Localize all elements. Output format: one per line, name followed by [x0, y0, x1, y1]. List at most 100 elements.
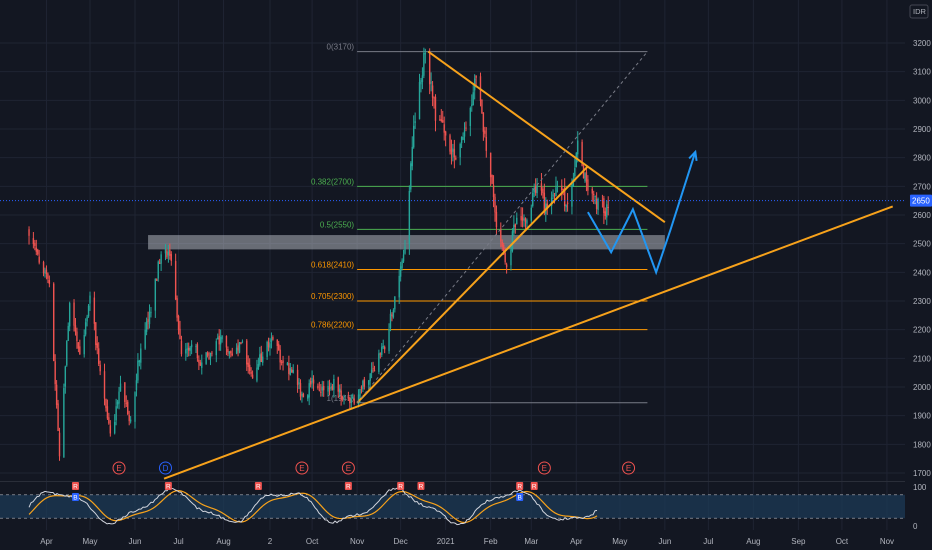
candle: [238, 341, 241, 354]
candle-body: [301, 393, 303, 396]
earnings-marker[interactable]: E: [622, 461, 636, 475]
candle: [513, 215, 515, 237]
time-tick: Aug: [746, 537, 760, 546]
candle-body: [164, 248, 167, 254]
candle: [563, 178, 566, 212]
candle: [221, 335, 223, 343]
trendline-fib-diagonal[interactable]: [356, 51, 648, 404]
candle-body: [593, 193, 595, 195]
time-tick-labels: Apr May Jun Jul Aug 2 Oct Nov Dec 2021 Feb Mar Apr Ma…: [40, 537, 894, 546]
buy-signal: B: [516, 493, 524, 502]
candle: [189, 345, 191, 356]
candle: [485, 127, 487, 158]
candle-body: [166, 250, 168, 258]
candle: [144, 322, 146, 350]
candle-body: [378, 353, 380, 372]
candle: [389, 309, 392, 332]
candle-body: [225, 336, 228, 348]
candle-body: [180, 340, 183, 355]
candle-body: [198, 359, 200, 363]
signal-label: R: [517, 484, 522, 491]
marker-circle: [158, 461, 172, 475]
trendline-ascending-long[interactable]: [163, 205, 894, 480]
candle-body: [481, 99, 483, 114]
candle-body: [302, 393, 305, 398]
candle-body: [401, 260, 403, 268]
candle: [595, 192, 598, 215]
candle: [103, 363, 106, 406]
trendlines[interactable]: [163, 50, 894, 480]
time-tick: Nov: [350, 537, 364, 546]
candle-body: [98, 348, 100, 364]
candle-body: [179, 328, 181, 340]
candle-body: [341, 397, 344, 399]
candle: [320, 384, 322, 397]
candle-body: [308, 383, 310, 398]
candle-body: [389, 313, 392, 328]
candle: [231, 347, 233, 357]
candle-body: [251, 374, 254, 379]
sell-signal: R: [530, 482, 538, 491]
earnings-marker[interactable]: E: [295, 461, 309, 475]
candle-body: [108, 417, 110, 424]
candle: [270, 332, 273, 349]
candle-body: [597, 198, 599, 210]
candle-body: [218, 335, 220, 345]
currency-badge-frame: [909, 4, 929, 19]
candle-body: [35, 247, 37, 252]
candle: [218, 329, 220, 351]
candle-body: [237, 345, 239, 351]
sell-signal: R: [71, 482, 79, 491]
candle: [188, 342, 190, 357]
candle: [301, 391, 303, 403]
candle: [185, 343, 187, 361]
candle-body: [550, 197, 553, 206]
candle: [298, 378, 300, 390]
candle: [58, 427, 61, 461]
candle-body: [58, 432, 61, 457]
candle: [167, 244, 170, 263]
candle-body: [582, 166, 585, 179]
dividend-marker[interactable]: D: [158, 461, 172, 475]
candle: [449, 133, 451, 155]
trendline-ascending-short[interactable]: [356, 165, 589, 404]
candle-body: [591, 188, 593, 194]
time-tick: Jun: [129, 537, 142, 546]
projection-path[interactable]: [587, 151, 697, 276]
candle-body: [511, 231, 514, 251]
candle: [591, 187, 593, 202]
candle-body: [410, 163, 412, 190]
signal-label: R: [398, 484, 403, 491]
candle: [473, 74, 476, 100]
trendline-descending[interactable]: [427, 50, 666, 223]
candle: [347, 391, 350, 401]
earnings-marker[interactable]: E: [341, 461, 355, 475]
earnings-marker[interactable]: E: [537, 461, 551, 475]
time-axis[interactable]: Apr May Jun Jul Aug 2 Oct Nov Dec 2021 Feb Mar Apr Ma…: [0, 530, 932, 550]
price-tick: 2600: [913, 211, 931, 220]
candle: [209, 352, 212, 366]
candle: [291, 367, 293, 373]
earnings-marker[interactable]: E: [112, 461, 126, 475]
time-tick: Oct: [836, 537, 849, 546]
candle-body: [38, 256, 40, 263]
candle-body: [321, 386, 323, 391]
candle: [472, 84, 474, 106]
candle-body: [565, 205, 567, 208]
oscillator-tick: 100: [913, 483, 927, 492]
candle-body: [188, 347, 190, 351]
candle: [278, 340, 280, 351]
candle-body: [543, 192, 546, 213]
candle-body: [442, 120, 444, 123]
price-axis[interactable]: 1700 1800 1900 2000 2100 2200 2300 2400 2500 2600…: [905, 0, 932, 531]
candle-body: [228, 351, 231, 354]
candle: [398, 269, 400, 304]
candle-body: [353, 398, 355, 404]
candle-body: [370, 369, 373, 373]
candle: [491, 174, 493, 185]
candle-body: [604, 211, 607, 217]
oscillator-panel[interactable]: RBR R R R R RBR: [0, 481, 905, 526]
candle-body: [87, 305, 90, 317]
